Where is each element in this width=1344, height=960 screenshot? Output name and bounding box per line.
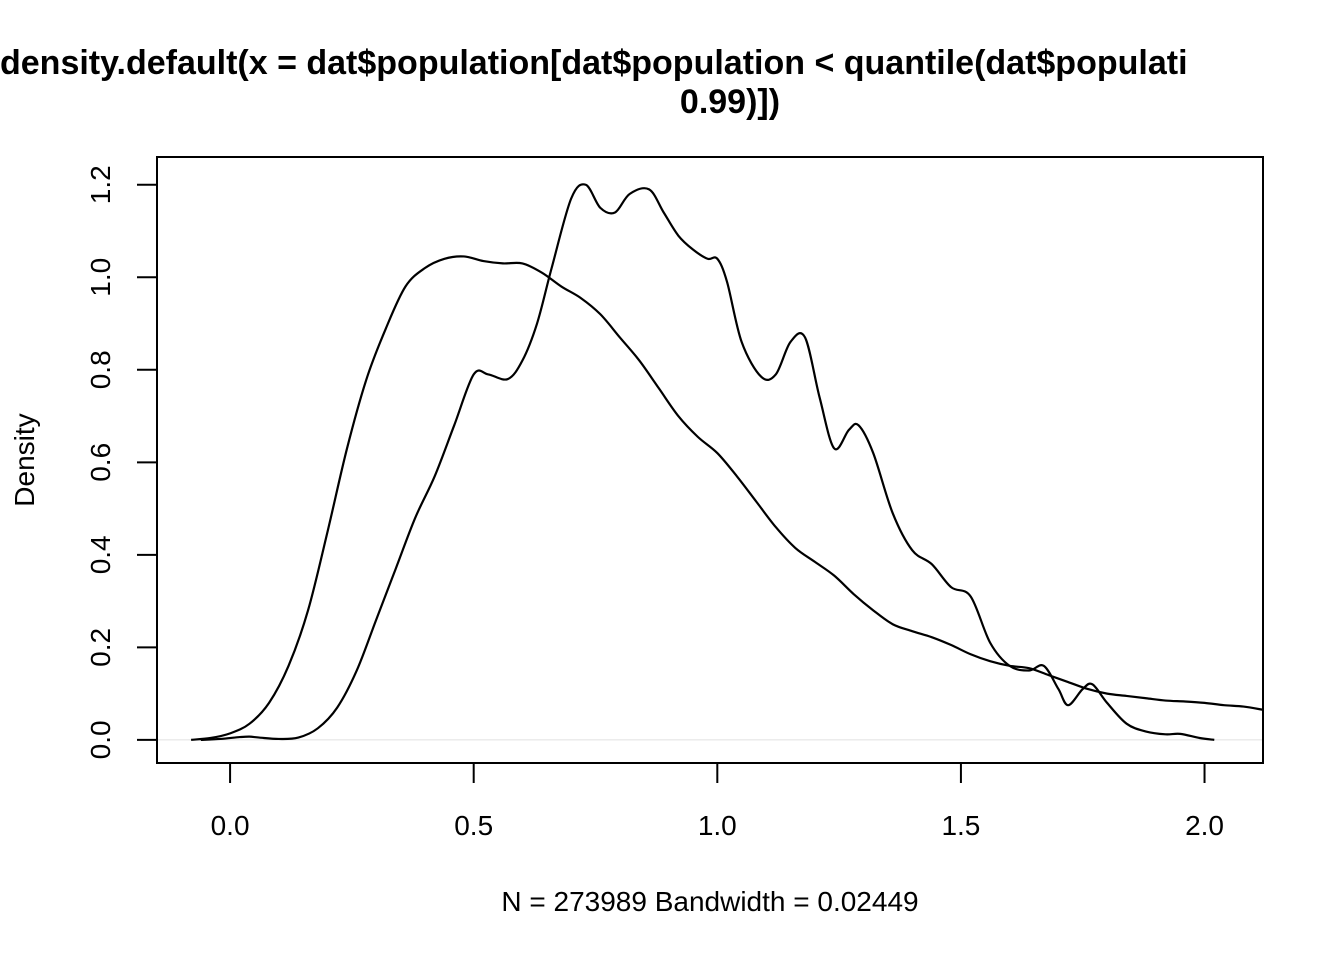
x-tick-label: 0.5 [454, 810, 493, 841]
plot-frame [156, 156, 1264, 764]
density-curve-2 [200, 183, 1215, 741]
density-curve-1 [191, 255, 1263, 741]
x-tick-label: 1.0 [698, 810, 737, 841]
series-group [191, 183, 1263, 741]
y-axis: 0.0 0.2 0.4 0.6 0.8 1.0 1.2 [85, 165, 158, 759]
y-tick-label: 0.0 [85, 720, 116, 759]
y-tick-label: 1.0 [85, 258, 116, 297]
chart-title-line-2: 0.99)]) [680, 83, 780, 121]
x-axis-label: N = 273989 Bandwidth = 0.02449 [501, 886, 918, 917]
y-tick-label: 0.4 [85, 535, 116, 574]
y-tick-label: 1.2 [85, 165, 116, 204]
chart-title-line-1: density.default(x = dat$population[dat$p… [0, 44, 1188, 82]
x-tick-label: 2.0 [1185, 810, 1224, 841]
x-tick-label: 1.5 [941, 810, 980, 841]
y-tick-label: 0.6 [85, 443, 116, 482]
y-tick-label: 0.8 [85, 350, 116, 389]
x-tick-label: 0.0 [211, 810, 250, 841]
x-axis: 0.0 0.5 1.0 1.5 2.0 [211, 762, 1224, 841]
y-axis-label: Density [9, 413, 40, 506]
y-tick-label: 0.2 [85, 628, 116, 667]
